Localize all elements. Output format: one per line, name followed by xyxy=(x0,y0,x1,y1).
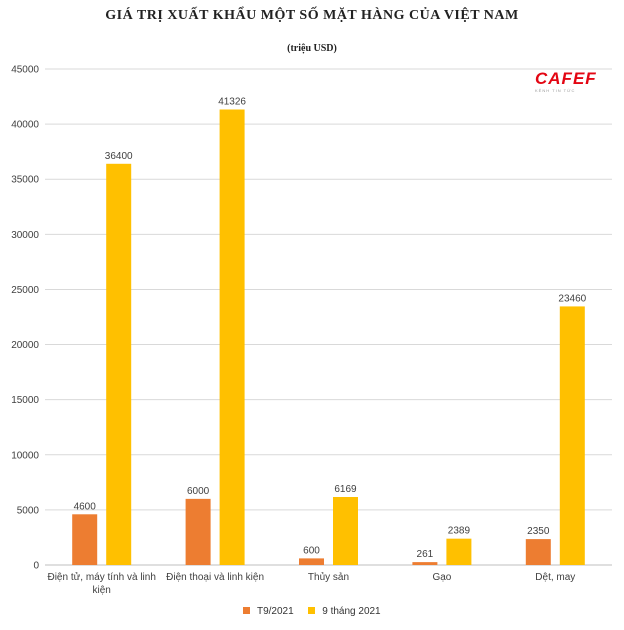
data-label: 2389 xyxy=(448,526,471,537)
bar-9-months xyxy=(333,497,358,565)
bar-9-months xyxy=(446,538,472,565)
logo-tagline: KÊNH TIN TỨC xyxy=(535,88,576,93)
y-tick-label: 40000 xyxy=(11,120,39,131)
y-tick-label: 20000 xyxy=(11,340,39,351)
cafef-logo: CAFEF KÊNH TIN TỨC xyxy=(535,70,617,96)
x-tick-label: Thủy sản xyxy=(308,571,349,583)
legend-label-9-months: 9 tháng 2021 xyxy=(322,606,381,617)
bar-t9 xyxy=(299,558,324,565)
data-label: 2350 xyxy=(527,526,550,537)
data-label: 600 xyxy=(303,545,320,556)
y-tick-label: 10000 xyxy=(11,450,39,461)
data-label: 6000 xyxy=(187,486,210,497)
legend-swatch-t9 xyxy=(243,607,251,614)
plot-area: 0 5000 10000 15000 20000 25000 30000 35000 40000… xyxy=(11,65,612,596)
y-tick-label: 15000 xyxy=(11,395,39,406)
chart-subtitle: (triệu USD) xyxy=(287,43,337,54)
y-tick-label: 0 xyxy=(33,561,39,572)
legend-label-t9: T9/2021 xyxy=(256,606,294,617)
bar-9-months xyxy=(559,306,585,565)
y-tick-label: 45000 xyxy=(11,65,39,76)
legend-item-9-months: 9 tháng 2021 xyxy=(308,606,381,617)
bar-9-months xyxy=(106,163,132,565)
data-label: 6169 xyxy=(334,484,357,495)
x-tick-label: Gạo xyxy=(432,572,451,583)
data-label: 41326 xyxy=(218,96,246,107)
bar-t9 xyxy=(525,539,551,565)
data-label: 4600 xyxy=(74,501,97,512)
y-tick-label: 5000 xyxy=(17,505,40,516)
bar-9-months xyxy=(219,109,245,566)
bar-t9 xyxy=(185,498,211,565)
x-tick-label: kiện xyxy=(93,585,111,596)
legend: T9/2021 9 tháng 2021 xyxy=(0,606,624,617)
chart-title: GIÁ TRỊ XUẤT KHẨU MỘT SỐ MẶT HÀNG CỦA VI… xyxy=(105,8,519,23)
y-tick-label: 30000 xyxy=(11,230,39,241)
data-label: 23460 xyxy=(558,293,586,304)
x-tick-label: Điện thoại và linh kiện xyxy=(166,572,264,583)
logo-text: CAFEF xyxy=(535,69,597,88)
data-label: 36400 xyxy=(105,151,133,162)
legend-swatch-9-months xyxy=(308,607,316,614)
y-tick-label: 25000 xyxy=(11,285,39,296)
bar-t9 xyxy=(412,562,438,565)
legend-item-t9: T9/2021 xyxy=(243,606,294,617)
bar-t9 xyxy=(72,514,98,565)
y-tick-label: 35000 xyxy=(11,175,39,186)
x-tick-label: Dệt, may xyxy=(535,572,575,583)
x-tick-label: Điện tử, máy tính và linh xyxy=(47,571,155,583)
data-label: 261 xyxy=(417,549,434,560)
